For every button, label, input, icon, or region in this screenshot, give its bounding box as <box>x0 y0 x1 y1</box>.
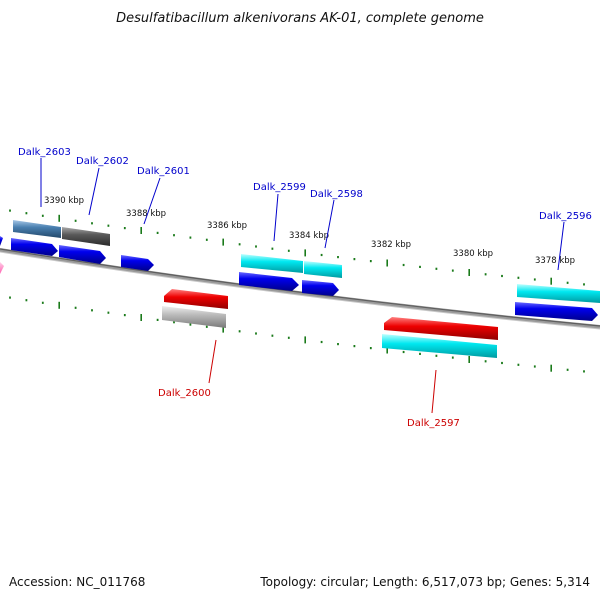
gene-product-2600[interactable] <box>162 306 226 328</box>
scale-ticks <box>9 209 585 373</box>
forward-genes <box>0 220 600 321</box>
gene-product-2599[interactable] <box>241 254 303 273</box>
gene-arrow-2600[interactable] <box>164 289 228 309</box>
scale-label: 3380 kbp <box>453 249 493 259</box>
scale-label: 3388 kbp <box>126 209 166 219</box>
genome-summary-text: Topology: circular; Length: 6,517,073 bp… <box>259 575 590 589</box>
gene-labels: Dalk_2603 Dalk_2602 Dalk_2601 Dalk_2600 … <box>18 147 592 429</box>
gene-product-2598[interactable] <box>304 261 342 278</box>
gene-product-2602[interactable] <box>62 227 110 246</box>
gene-arrow-2601[interactable] <box>121 255 154 271</box>
scale-label: 3382 kbp <box>371 240 411 250</box>
gene-label[interactable]: Dalk_2601 <box>137 166 190 177</box>
gene-label[interactable]: Dalk_2602 <box>76 156 129 167</box>
gene-arrow-2598[interactable] <box>302 280 339 296</box>
reverse-genes <box>162 289 498 358</box>
scale-labels: 3390 kbp 3388 kbp 3386 kbp 3384 kbp 3382… <box>44 196 575 266</box>
gene-label[interactable]: Dalk_2598 <box>310 189 363 200</box>
gene-product-2597[interactable] <box>382 334 497 358</box>
scale-label: 3378 kbp <box>535 256 575 266</box>
scale-label: 3390 kbp <box>44 196 84 206</box>
genome-backbone <box>0 248 600 330</box>
gene-label[interactable]: Dalk_2599 <box>253 182 306 193</box>
gene-arrow-2597[interactable] <box>384 317 498 340</box>
gene-arrow-2602[interactable] <box>59 245 106 264</box>
gene-label[interactable]: Dalk_2596 <box>539 211 592 222</box>
gene-arrow-2599[interactable] <box>239 272 299 291</box>
gene-arrow-2596[interactable] <box>515 302 598 321</box>
gene-label[interactable]: Dalk_2597 <box>407 418 460 429</box>
scale-label: 3384 kbp <box>289 231 329 241</box>
scale-label: 3386 kbp <box>207 221 247 231</box>
gene-arrow-2603[interactable] <box>11 238 58 256</box>
gene-product-2603[interactable] <box>13 220 61 238</box>
gene-marker[interactable] <box>0 262 4 274</box>
map-title: Desulfatibacillum alkenivorans AK-01, co… <box>116 11 484 26</box>
label-leaders <box>40 158 565 414</box>
gene-label[interactable]: Dalk_2600 <box>158 388 211 399</box>
accession-text: Accession: NC_011768 <box>9 575 145 589</box>
gene-label[interactable]: Dalk_2603 <box>18 147 71 158</box>
gene-product-2596[interactable] <box>517 284 600 303</box>
gene-arrow[interactable] <box>0 236 3 246</box>
